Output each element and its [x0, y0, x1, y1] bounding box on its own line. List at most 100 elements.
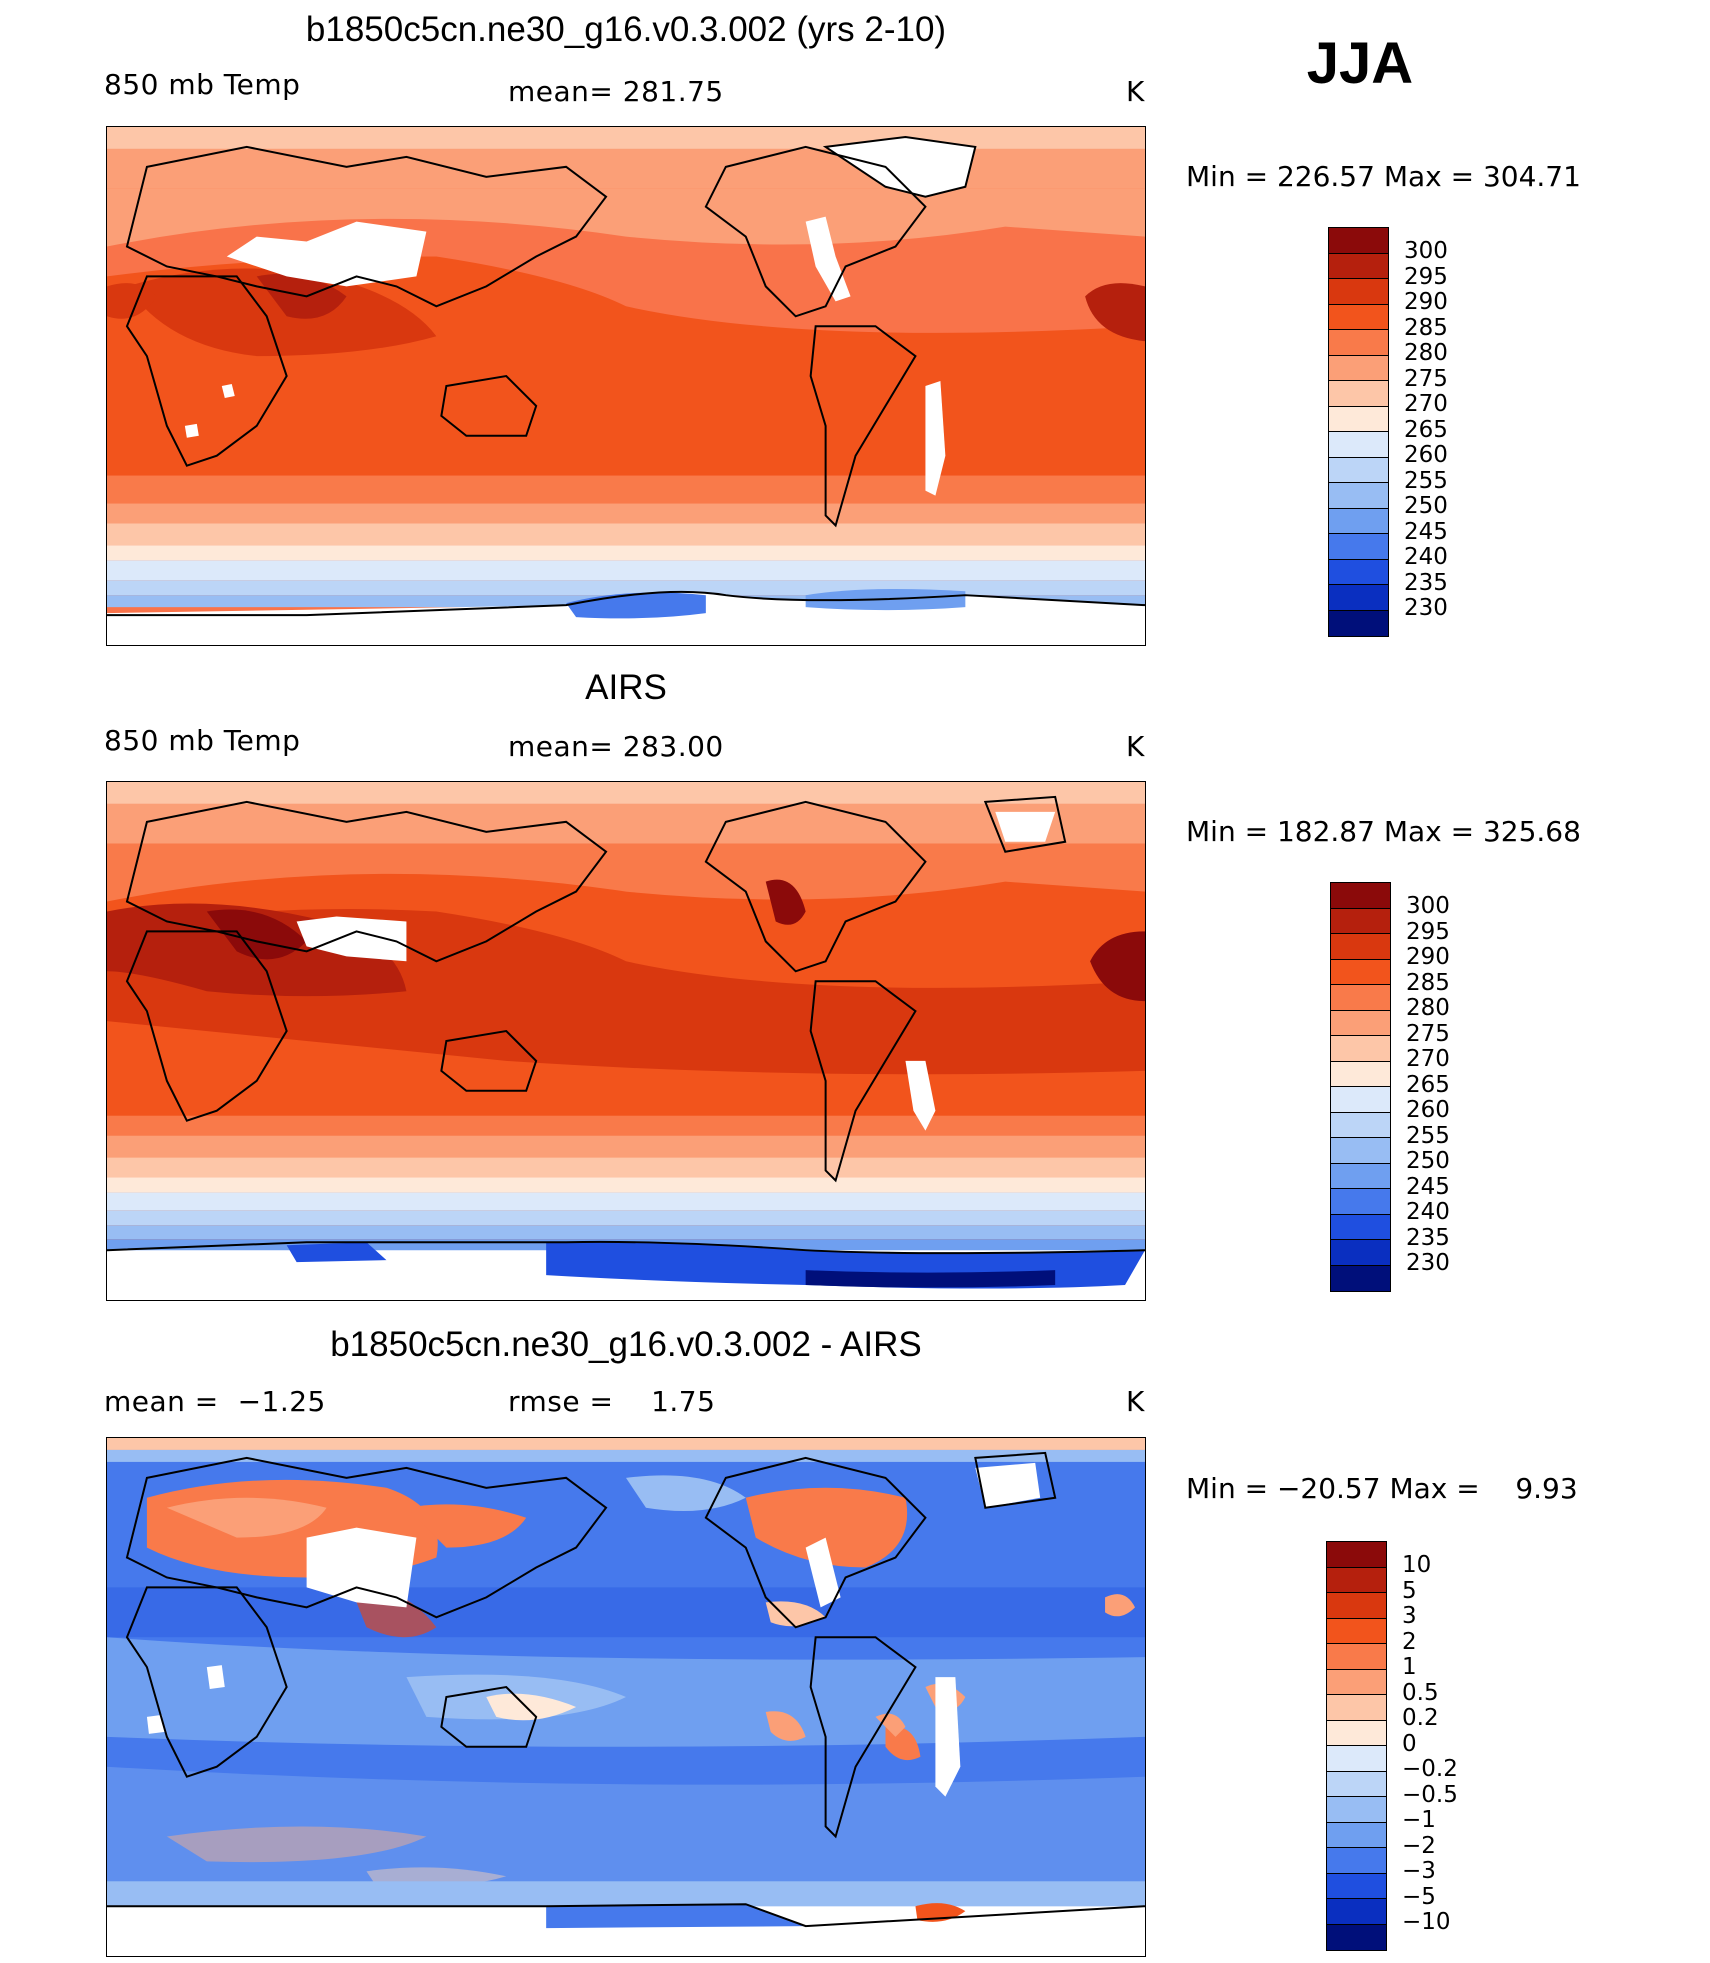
panel1-colorbar-tick-label: 240: [1404, 544, 1448, 570]
panel3-colorbar-tick-label: −0.5: [1402, 1781, 1458, 1808]
panel2-colorbar-swatch: [1331, 1010, 1390, 1036]
panel3-colorbar-tick-label: −3: [1402, 1858, 1436, 1884]
panel2-colorbar-tick-label: 255: [1406, 1122, 1450, 1149]
panel1-colorbar-tick-label: 245: [1404, 518, 1448, 545]
season-label: JJA: [1306, 31, 1414, 96]
panel1-colorbar-tick-label: 300: [1404, 238, 1448, 264]
panel2-colorbar-swatch: [1331, 1061, 1390, 1087]
panel2-colorbar-tick-label: 265: [1406, 1071, 1450, 1098]
panel1-colorbar-tick-label: 230: [1404, 595, 1448, 621]
panel2-colorbar-tick-label: 230: [1406, 1250, 1450, 1276]
panel2-colorbar-swatch: [1331, 1087, 1390, 1113]
panel3-colorbar-tick-label: −0.2: [1402, 1756, 1458, 1782]
panel1-colorbar-swatch: [1329, 432, 1388, 458]
panel3-colorbar-tick-label: −5: [1402, 1883, 1436, 1910]
panel2-colorbar-tick-label: 245: [1406, 1173, 1450, 1200]
panel2-colorbar-swatch: [1331, 1240, 1390, 1266]
panel3-colorbar-tick-label: −1: [1402, 1807, 1436, 1833]
panel1-map: [106, 126, 1146, 646]
panel3-colorbar: [1326, 1541, 1387, 1951]
panel1-colorbar-tick-label: 235: [1404, 569, 1448, 596]
panel2-mean-label: mean= 283.00: [508, 730, 724, 763]
panel3-colorbar-swatch: [1327, 1720, 1386, 1746]
panel3-colorbar-tick-label: 10: [1402, 1552, 1432, 1578]
panel2-colorbar-tick-label: 285: [1406, 969, 1450, 996]
panel3-colorbar-tick-label: 3: [1402, 1603, 1417, 1629]
panel3-colorbar-swatch: [1327, 1695, 1386, 1721]
panel3-colorbar-tick-label: −10: [1402, 1909, 1451, 1935]
panel2-colorbar-tick-label: 290: [1406, 944, 1450, 970]
panel1-colorbar-swatch: [1329, 585, 1388, 611]
panel3-colorbar-swatch: [1327, 1618, 1386, 1644]
panel1-colorbar-swatch: [1329, 253, 1388, 279]
panel3-colorbar-swatch: [1327, 1644, 1386, 1670]
panel3-colorbar-swatch: [1327, 1848, 1386, 1874]
panel3-colorbar-swatch: [1327, 1873, 1386, 1899]
panel1-variable-label: 850 mb Temp: [104, 68, 301, 101]
panel2-colorbar-swatch: [1331, 1138, 1390, 1164]
panel3-colorbar-tick-label: 1: [1402, 1654, 1417, 1680]
panel3-colorbar-swatch: [1327, 1669, 1386, 1695]
panel3-colorbar-swatch: [1327, 1567, 1386, 1593]
panel3-colorbar-swatch: [1327, 1746, 1386, 1772]
panel2-colorbar-swatch: [1331, 1189, 1390, 1215]
panel1-min-max: Min = 226.57 Max = 304.71: [1186, 160, 1581, 193]
panel3-colorbar-swatch: [1327, 1924, 1386, 1950]
panel1-colorbar-tick-label: 270: [1404, 391, 1448, 417]
panel1-colorbar-tick-label: 280: [1404, 340, 1448, 366]
panel2-colorbar-swatch: [1331, 883, 1390, 909]
panel2-colorbar-tick-label: 300: [1406, 893, 1450, 919]
panel3-colorbar-tick-label: 2: [1402, 1628, 1417, 1655]
panel2-colorbar: [1330, 882, 1391, 1292]
panel1-colorbar-tick-label: 265: [1404, 416, 1448, 443]
panel1-colorbar-tick-label: 250: [1404, 493, 1448, 519]
panel1-units: K: [1126, 75, 1145, 108]
panel1-colorbar-tick-label: 290: [1404, 289, 1448, 315]
panel2-colorbar-tick-label: 280: [1406, 995, 1450, 1021]
panel2-title: AIRS: [585, 668, 667, 707]
panel2-colorbar-swatch: [1331, 1163, 1390, 1189]
panel2-colorbar-swatch: [1331, 959, 1390, 985]
panel1-colorbar-swatch: [1329, 508, 1388, 534]
panel3-rmse-label: rmse = 1.75: [508, 1385, 716, 1418]
panel1-colorbar-labels: 300 295 290 285 280 275 270 265 260 255 250 245 240 2…: [1404, 238, 1448, 622]
panel1-colorbar-swatch: [1329, 610, 1388, 636]
panel1-colorbar-swatch: [1329, 483, 1388, 509]
panel1-colorbar-swatch: [1329, 457, 1388, 483]
panel3-colorbar-tick-label: 0.2: [1402, 1705, 1439, 1731]
panel2-colorbar-tick-label: 260: [1406, 1097, 1450, 1123]
panel3-mean-label: mean = −1.25: [104, 1385, 326, 1418]
panel2-colorbar-tick-label: 295: [1406, 918, 1450, 945]
panel2-colorbar-swatch: [1331, 934, 1390, 960]
panel3-colorbar-tick-label: 0: [1402, 1730, 1417, 1757]
panel1-colorbar-swatch: [1329, 559, 1388, 585]
panel2-colorbar-labels: 300 295 290 285 280 275 270 265 260 255 250 245 240 2…: [1406, 893, 1450, 1277]
panel2-variable-label: 850 mb Temp: [104, 724, 301, 757]
panel1-colorbar-tick-label: 255: [1404, 467, 1448, 494]
panel2-map: [106, 781, 1146, 1301]
panel2-colorbar-swatch: [1331, 1112, 1390, 1138]
panel1-colorbar-tick-label: 260: [1404, 442, 1448, 468]
panel1-colorbar-swatch: [1329, 406, 1388, 432]
panel2-units: K: [1126, 730, 1145, 763]
panel3-min-max: Min = −20.57 Max = 9.93: [1186, 1472, 1578, 1505]
panel1-colorbar-tick-label: 275: [1404, 365, 1448, 392]
panel3-title: b1850c5cn.ne30_g16.v0.3.002 - AIRS: [330, 1325, 922, 1364]
panel1-colorbar-swatch: [1329, 330, 1388, 356]
panel3-colorbar-swatch: [1327, 1822, 1386, 1848]
panel1-colorbar-tick-label: 285: [1404, 314, 1448, 341]
panel3-colorbar-labels: 10 5 3 2 1 0.5 0.2 0 −0.2 −0.5 −1 −2 −3 −5 −10: [1402, 1552, 1458, 1936]
panel2-colorbar-tick-label: 250: [1406, 1148, 1450, 1174]
panel3-colorbar-tick-label: −2: [1402, 1832, 1436, 1859]
panel1-mean-label: mean= 281.75: [508, 75, 724, 108]
panel2-colorbar-swatch: [1331, 908, 1390, 934]
panel2-colorbar-swatch: [1331, 1036, 1390, 1062]
panel2-colorbar-swatch: [1331, 985, 1390, 1011]
panel3-colorbar-swatch: [1327, 1542, 1386, 1568]
panel3-colorbar-swatch: [1327, 1593, 1386, 1619]
panel2-min-max: Min = 182.87 Max = 325.68: [1186, 815, 1581, 848]
panel3-colorbar-tick-label: 5: [1402, 1577, 1417, 1604]
panel2-colorbar-tick-label: 275: [1406, 1020, 1450, 1047]
panel3-colorbar-swatch: [1327, 1771, 1386, 1797]
panel1-colorbar-swatch: [1329, 534, 1388, 560]
